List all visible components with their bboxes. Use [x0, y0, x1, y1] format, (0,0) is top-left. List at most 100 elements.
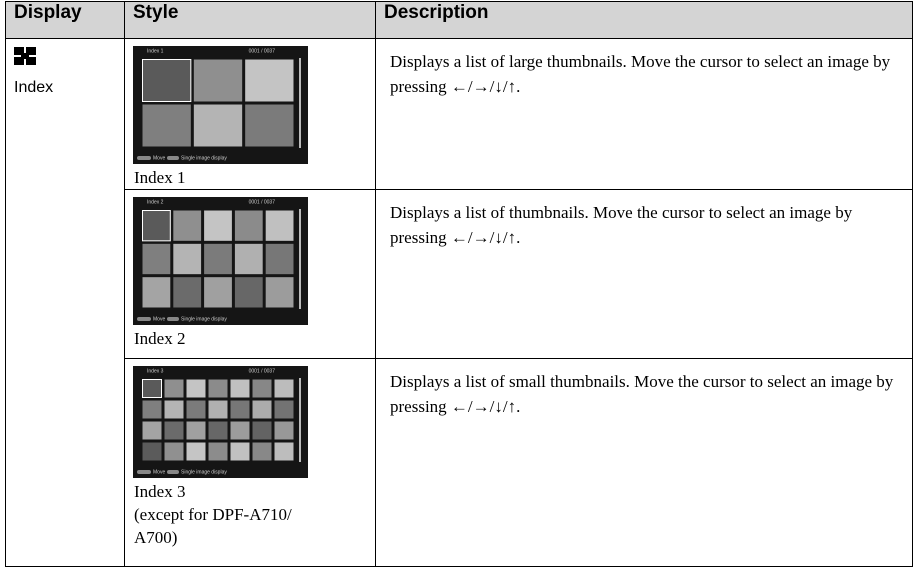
style-cell: Index 3 0001 / 0037 Move Single image displ… — [124, 358, 376, 567]
description-cell: Displays a list of large thumbnails. Mov… — [375, 38, 913, 190]
header-row: Display Style Description — [5, 1, 913, 39]
thumbnail — [252, 421, 272, 440]
screen-title: Index 1 — [147, 48, 164, 54]
thumbnail — [230, 442, 250, 461]
screen-counter: 0001 / 0037 — [249, 199, 276, 205]
screen-counter: 0001 / 0037 — [249, 48, 276, 54]
thumbnail — [234, 243, 263, 275]
table-body: Index Index 1 0001 / 0037 Move Single image … — [5, 38, 913, 567]
thumbnail — [142, 210, 171, 242]
enter-key — [167, 470, 179, 474]
display-cell: Index — [5, 38, 125, 567]
header-cell: Description — [375, 1, 913, 39]
thumbnail — [164, 442, 184, 461]
thumbnail — [173, 210, 202, 241]
header-cell: Display — [5, 1, 125, 39]
style-caption: (except for DPF-A710/ — [134, 505, 292, 524]
screenshot: Index 2 0001 / 0037 Move Single image displ… — [133, 197, 308, 325]
style-caption: Index 1 — [134, 168, 186, 187]
description: Displays a list of large thumbnails. Mov… — [390, 52, 891, 96]
description: Displays a list of small thumbnails. Mov… — [390, 372, 894, 416]
thumbnail — [186, 421, 206, 440]
thumbnail — [265, 277, 294, 308]
thumbnail — [208, 442, 228, 461]
thumbnail — [142, 400, 162, 419]
thumbnail — [274, 379, 294, 398]
row: Index 2 0001 / 0037 Move Single image displ… — [6, 189, 913, 359]
thumbnail — [230, 379, 250, 398]
thumbnail — [265, 210, 294, 241]
thumbnail — [230, 400, 250, 419]
index-icon — [14, 47, 36, 65]
thumbnail — [164, 379, 184, 398]
scrollbar — [299, 209, 301, 309]
thumbnail — [142, 243, 171, 275]
thumbnail — [164, 400, 184, 419]
screen-hint: Single image display — [181, 469, 227, 475]
thumbnail — [186, 442, 206, 461]
thumbnail — [234, 277, 263, 308]
thumbnail — [252, 400, 272, 419]
scrollbar — [299, 378, 301, 462]
description: Displays a list of thumbnails. Move the … — [390, 203, 853, 247]
thumbnail — [204, 277, 232, 308]
thumbnail — [142, 277, 171, 308]
screenshot: Index 1 0001 / 0037 Move Single image displ… — [133, 46, 308, 164]
move-key — [137, 156, 151, 160]
screen-counter: 0001 / 0037 — [249, 368, 276, 374]
thumbnail — [173, 243, 202, 275]
screen-move: Move — [153, 155, 165, 161]
icon-square — [26, 57, 36, 65]
thumbnail — [274, 400, 294, 419]
icon-square — [14, 47, 24, 55]
thumbnail — [274, 442, 294, 461]
thumbnail — [142, 442, 162, 461]
screen-move: Move — [153, 469, 165, 475]
description-cell: Displays a list of small thumbnails. Mov… — [375, 358, 913, 567]
screenshot: Index 3 0001 / 0037 Move Single image displ… — [133, 366, 308, 478]
thumbnail — [142, 104, 191, 147]
thumbnail — [208, 379, 228, 398]
thumbnail — [186, 400, 206, 419]
thumbnail — [142, 379, 162, 398]
icon-square — [14, 57, 24, 65]
thumbnail — [252, 379, 272, 398]
row: Index 3 0001 / 0037 Move Single image displ… — [6, 358, 913, 567]
display-label: Index — [14, 79, 54, 96]
style-cell: Index 1 0001 / 0037 Move Single image displ… — [124, 38, 376, 190]
style-caption: Index 3 — [134, 482, 186, 501]
thumbnail — [234, 210, 263, 241]
thumbnail — [186, 379, 206, 398]
thumbnail — [193, 104, 243, 147]
screen-move: Move — [153, 316, 165, 322]
thumbnail — [173, 277, 202, 308]
thumbnail — [230, 421, 250, 440]
header-cell: Style — [124, 1, 376, 39]
screen-title: Index 3 — [147, 368, 164, 374]
scrollbar — [299, 58, 301, 148]
icon-center — [21, 53, 29, 59]
screen-hint: Single image display — [181, 316, 227, 322]
move-key — [137, 317, 151, 321]
thumbnail — [193, 59, 243, 102]
thumbnail — [142, 59, 192, 102]
thumbnail — [208, 400, 228, 419]
screen-hint: Single image display — [181, 155, 227, 161]
table: Display Style Description Index Index 1 00… — [5, 1, 913, 567]
thumbnail — [164, 421, 184, 440]
enter-key — [167, 156, 179, 160]
screen-title: Index 2 — [147, 199, 164, 205]
thumbnail — [265, 243, 294, 275]
enter-key — [167, 317, 179, 321]
thumbnail — [204, 243, 232, 275]
style-caption: Index 2 — [134, 329, 186, 348]
icon-square — [26, 47, 36, 55]
thumbnail — [245, 104, 294, 147]
thumbnail — [274, 421, 294, 440]
thumbnail — [252, 442, 272, 461]
thumbnail — [208, 421, 228, 440]
row: Index Index 1 0001 / 0037 Move Single image … — [5, 38, 913, 567]
move-key — [137, 470, 151, 474]
description-cell: Displays a list of thumbnails. Move the … — [375, 189, 913, 359]
